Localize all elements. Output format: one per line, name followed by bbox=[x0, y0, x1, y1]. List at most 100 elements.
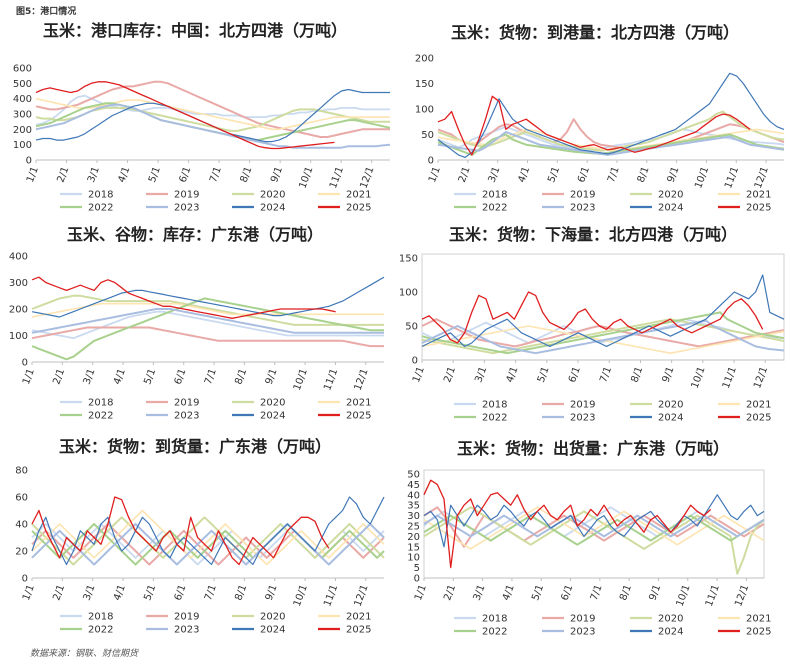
x-tick-label: 6/1 bbox=[560, 583, 576, 602]
chart-guangdong-outflow: 玉米：货物：出货量：广东港（万吨） 0 5 10 15 20 25 30 35 40 45 50 1/1… bbox=[398, 438, 790, 646]
legend-label-2025: 2025 bbox=[346, 203, 371, 214]
x-tick-label: 11/1 bbox=[328, 165, 346, 190]
x-tick-label: 8/1 bbox=[629, 365, 645, 384]
x-tick-label: 3/1 bbox=[86, 165, 102, 184]
legend-label-2024: 2024 bbox=[658, 413, 683, 424]
x-tick-label: 12/1 bbox=[752, 365, 770, 390]
y-tick-label: 35 bbox=[407, 501, 420, 512]
series-line-2023 bbox=[35, 103, 391, 149]
y-tick-label: 300 bbox=[9, 278, 28, 289]
legend-label-2018: 2018 bbox=[482, 614, 507, 625]
x-tick-label: 8/1 bbox=[618, 583, 634, 602]
x-tick-label: 11/1 bbox=[721, 365, 739, 390]
x-tick-label: 2/1 bbox=[457, 165, 473, 184]
legend-label-2025: 2025 bbox=[746, 203, 771, 214]
series-line-2020 bbox=[423, 506, 765, 575]
series-line-2019 bbox=[31, 523, 385, 566]
x-tick-label: 9/1 bbox=[666, 165, 682, 184]
y-tick-label: 20 bbox=[407, 532, 420, 543]
series-line-2023 bbox=[31, 523, 385, 566]
legend-label-2023: 2023 bbox=[570, 627, 595, 638]
x-tick-label: 7/1 bbox=[606, 165, 622, 184]
x-tick-label: 4/1 bbox=[112, 367, 128, 386]
series-line-2023 bbox=[437, 131, 785, 156]
legend-label-2019: 2019 bbox=[174, 190, 199, 201]
legend-label-2020: 2020 bbox=[658, 614, 683, 625]
chart-svg: 玉米：港口库存：中国：北方四港（万吨） 0 100 200 300 400 500 600 1/… bbox=[13, 21, 391, 214]
series-line-2022 bbox=[437, 133, 785, 156]
x-tick-label: 3/1 bbox=[82, 367, 98, 386]
y-tick-label: 80 bbox=[15, 466, 28, 477]
x-tick-label: 6/1 bbox=[173, 583, 189, 602]
x-tick-label: 1/1 bbox=[21, 583, 37, 602]
y-tick-label: 400 bbox=[9, 252, 28, 263]
legend-label-2023: 2023 bbox=[570, 203, 595, 214]
x-tick-label: 11/1 bbox=[704, 583, 722, 608]
series-line-2020 bbox=[421, 318, 785, 355]
x-tick-label: 10/1 bbox=[292, 583, 310, 608]
y-tick-label: 20 bbox=[15, 547, 28, 558]
legend-label-2018: 2018 bbox=[482, 190, 507, 201]
x-tick-label: 9/1 bbox=[647, 583, 663, 602]
x-tick-label: 12/1 bbox=[358, 165, 376, 190]
series-line-2024 bbox=[437, 72, 785, 158]
x-tick-label: 9/1 bbox=[661, 365, 677, 384]
legend-label-2022: 2022 bbox=[482, 627, 507, 638]
legend-label-2021: 2021 bbox=[746, 190, 771, 201]
legend-label-2020: 2020 bbox=[260, 398, 285, 409]
series-line-2019 bbox=[35, 80, 390, 138]
legend-label-2020: 2020 bbox=[658, 190, 683, 201]
x-tick-label: 5/1 bbox=[536, 365, 552, 384]
series-line-2020 bbox=[31, 516, 385, 566]
chart-svg: 玉米：货物：出货量：广东港（万吨）051015202530354045501/1… bbox=[407, 439, 771, 638]
legend-label-2024: 2024 bbox=[260, 411, 285, 422]
series-line-2023 bbox=[421, 319, 785, 355]
y-tick-label: 300 bbox=[13, 110, 32, 121]
series-line-2025 bbox=[35, 81, 335, 150]
series-line-2019 bbox=[437, 118, 785, 151]
chart-guangdong-arrivals: 玉米：货物：到货量：广东港（万吨） 0 20 40 60 80 1/1 2/1 3/1 4/1 5/… bbox=[0, 437, 392, 646]
legend-label-2025: 2025 bbox=[346, 411, 371, 422]
x-tick-label: 5/1 bbox=[142, 583, 158, 602]
legend-label-2020: 2020 bbox=[260, 612, 285, 623]
x-tick-label: 1/1 bbox=[427, 165, 443, 184]
series-line-2025 bbox=[421, 291, 764, 344]
series-line-2025 bbox=[437, 95, 751, 156]
x-tick-label: 12/1 bbox=[353, 583, 371, 608]
x-tick-label: 9/1 bbox=[269, 165, 285, 184]
figure-title: 图5：港口情况 bbox=[16, 7, 77, 17]
y-tick-label: 40 bbox=[407, 490, 420, 501]
series-line-2020 bbox=[31, 294, 384, 326]
legend-label-2020: 2020 bbox=[658, 400, 683, 411]
y-tick-label: 0 bbox=[26, 156, 32, 167]
series-line-2024 bbox=[421, 274, 785, 348]
legend-label-2021: 2021 bbox=[746, 614, 771, 625]
y-tick-label: 200 bbox=[415, 54, 434, 65]
x-tick-label: 2/1 bbox=[442, 583, 458, 602]
chart-title: 玉米：货物：出货量：广东港（万吨） bbox=[457, 439, 729, 458]
series-line-2024 bbox=[31, 276, 385, 318]
y-tick-label: 150 bbox=[399, 254, 418, 265]
x-tick-label: 6/1 bbox=[567, 365, 583, 384]
series-line-2018 bbox=[31, 310, 384, 340]
chart-title: 玉米：货物：下海量：北方四港（万吨） bbox=[449, 225, 737, 244]
x-tick-label: 10/1 bbox=[297, 165, 315, 190]
x-tick-label: 12/1 bbox=[733, 583, 751, 608]
y-tick-label: 500 bbox=[13, 79, 32, 90]
x-tick-label: 4/1 bbox=[117, 165, 133, 184]
legend-label-2025: 2025 bbox=[746, 627, 771, 638]
legend-label-2024: 2024 bbox=[260, 625, 285, 636]
x-tick-label: 10/1 bbox=[693, 165, 711, 190]
x-tick-label: 8/1 bbox=[233, 367, 249, 386]
y-tick-label: 30 bbox=[407, 511, 420, 522]
legend-label-2019: 2019 bbox=[570, 190, 595, 201]
legend-label-2022: 2022 bbox=[88, 203, 113, 214]
x-tick-label: 6/1 bbox=[576, 165, 592, 184]
chart-title: 玉米：货物：到港量：北方四港（万吨） bbox=[451, 23, 739, 42]
y-tick-label: 60 bbox=[15, 493, 28, 504]
x-tick-label: 10/1 bbox=[675, 583, 693, 608]
chart-north-port-shipments: 玉米：货物：下海量：北方四港（万吨） 0 50 100 150 1/1 2/1 3/1 4/1 5… bbox=[398, 224, 790, 438]
legend-label-2021: 2021 bbox=[746, 400, 771, 411]
x-tick-label: 4/1 bbox=[505, 365, 521, 384]
legend-label-2019: 2019 bbox=[570, 400, 595, 411]
